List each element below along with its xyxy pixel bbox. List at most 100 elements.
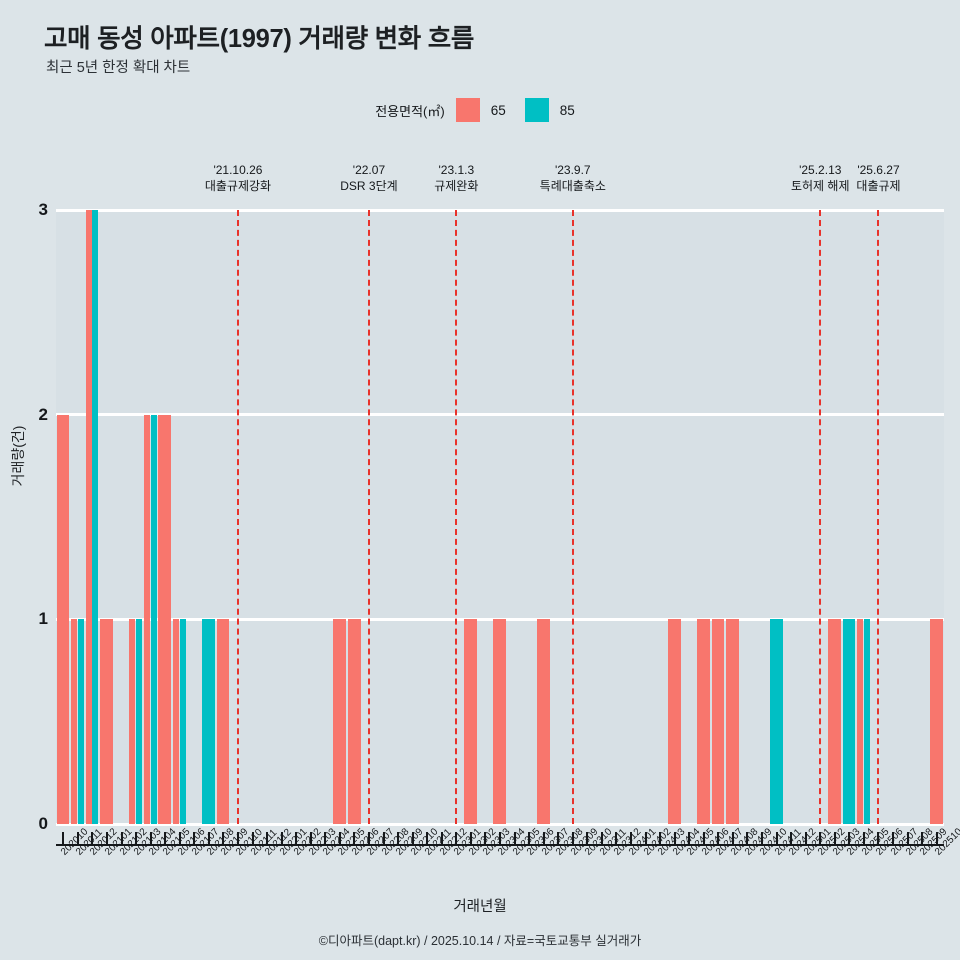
x-tick-mark-202112 (266, 832, 269, 844)
annotation-text: 규제완화 (434, 179, 479, 193)
x-axis: 202010 202011 202012 202101 202102 202103 2021… (56, 824, 960, 944)
x-tick-mark-202103 (135, 832, 138, 844)
bar-202304-65 (493, 619, 507, 824)
x-tick-mark-202301 (455, 832, 458, 844)
bar-202407-65 (711, 619, 725, 824)
bar-202101-65 (100, 619, 114, 824)
x-tick-mark-202311 (600, 832, 603, 844)
x-tick-mark-202412 (790, 832, 793, 844)
bar-202406-65 (697, 619, 710, 824)
page-title: 고매 동성 아파트(1997) 거래량 변화 흐름 (44, 25, 475, 53)
annotation-text: DSR 3단계 (340, 179, 398, 193)
x-tick-mark-202503 (833, 832, 836, 844)
bar-202510-65 (930, 619, 943, 824)
bar-202411-85 (769, 619, 783, 824)
x-tick-mark-202406 (702, 832, 705, 844)
annotation-date: '25.6.27 (857, 163, 900, 177)
x-tick-mark-202408 (731, 832, 734, 844)
bar-202104-65 (143, 414, 151, 824)
y-tick-1: 1 (38, 609, 48, 629)
y-tick-0: 0 (38, 814, 48, 833)
x-tick-mark-202109 (222, 832, 225, 844)
bar-202404-65 (667, 619, 681, 824)
chart-legend: 전용면적(㎡) 65 85 (0, 98, 960, 122)
legend-label-65: 65 (490, 102, 506, 118)
annotation-date: '23.9.7 (554, 163, 591, 177)
x-tick-mark-202308 (557, 832, 560, 844)
x-tick-mark-202305 (513, 832, 516, 844)
x-tick-mark-202111 (251, 832, 254, 844)
bar-202103-65 (129, 619, 136, 824)
annotation-202207: '22.07 DSR 3단계 (340, 162, 397, 195)
bar-202012-85 (92, 210, 99, 824)
bar-202408-65 (726, 619, 739, 824)
bar-202011-85 (77, 619, 84, 824)
x-tick-mark-202107 (193, 832, 196, 844)
x-tick-mark-202110 (236, 832, 239, 844)
x-tick-mark-202203 (309, 832, 312, 844)
y-axis-title: 거래량(건) (10, 425, 26, 487)
gridline-1 (56, 617, 944, 621)
bar-202109-65 (216, 619, 230, 824)
bar-202205-65 (333, 619, 346, 824)
bar-202011-65 (71, 619, 78, 824)
annotation-202309: '23.9.7 특례대출축소 (540, 162, 606, 195)
x-tick-mark-202410 (761, 832, 764, 844)
x-tick-mark-202302 (469, 832, 472, 844)
x-tick-mark-202303 (484, 832, 487, 844)
x-tick-mark-202011 (76, 832, 79, 844)
gridline-0 (56, 822, 944, 826)
x-tick-mark-202405 (688, 832, 691, 844)
x-tick-mark-202506 (877, 832, 880, 844)
x-tick-mark-202205 (338, 832, 341, 844)
annotation-text: 대출규제강화 (204, 179, 272, 193)
annotation-date: '22.07 (352, 163, 386, 177)
x-tick-mark-202401 (630, 832, 633, 844)
annotation-202301: '23.1.3 규제완화 (434, 162, 478, 195)
x-tick-mark-202508 (906, 832, 909, 844)
legend-swatch-65 (455, 98, 480, 122)
x-tick-mark-202201 (280, 832, 283, 844)
annotation-date: '21.10.26 (213, 163, 263, 177)
x-tick-mark-202501 (804, 832, 807, 844)
x-tick-mark-202509 (921, 832, 924, 844)
bar-202503-65 (828, 619, 841, 824)
bar-202505-85 (863, 619, 871, 824)
x-tick-mark-202012 (91, 832, 94, 844)
bar-202505-65 (857, 619, 864, 824)
x-tick-mark-202403 (659, 832, 662, 844)
page-subtitle: 최근 5년 한정 확대 차트 (46, 60, 191, 76)
x-tick-mark-202407 (717, 832, 720, 844)
x-tick-mark-202211 (426, 832, 429, 844)
x-tick-mark-202505 (862, 832, 865, 844)
bar-202206-65 (347, 619, 361, 824)
x-tick-mark-202307 (542, 832, 545, 844)
x-tick-mark-202510 (935, 832, 938, 844)
x-tick-mark-202208 (382, 832, 385, 844)
legend-swatch-85 (524, 98, 549, 122)
x-tick-mark-202402 (644, 832, 647, 844)
bar-202504-85 (842, 619, 856, 824)
bar-202108-85 (202, 619, 215, 824)
x-tick-mark-202207 (367, 832, 370, 844)
x-tick-mark-202106 (178, 832, 181, 844)
bar-202302-65 (464, 619, 477, 824)
bar-202307-65 (536, 619, 550, 824)
x-tick-mark-202310 (586, 832, 589, 844)
gridline-3 (56, 208, 944, 212)
bar-202012-65 (85, 210, 92, 824)
x-tick-mark-202204 (324, 832, 327, 844)
x-tick-mark-202202 (295, 832, 298, 844)
x-tick-mark-202102 (120, 832, 123, 844)
x-tick-mark-202306 (528, 832, 531, 844)
x-tick-mark-202504 (848, 832, 851, 844)
x-axis-line (56, 844, 944, 846)
x-axis-title: 거래년월 (453, 899, 507, 915)
legend-label-85: 85 (559, 102, 575, 118)
annotation-date: '25.2.13 (799, 163, 842, 177)
x-tick-mark-202304 (499, 832, 501, 844)
x-tick-mark-202108 (207, 832, 210, 844)
annotation-202110: '21.10.26 대출규제강화 (205, 162, 271, 195)
x-tick-mark-202210 (411, 832, 414, 844)
